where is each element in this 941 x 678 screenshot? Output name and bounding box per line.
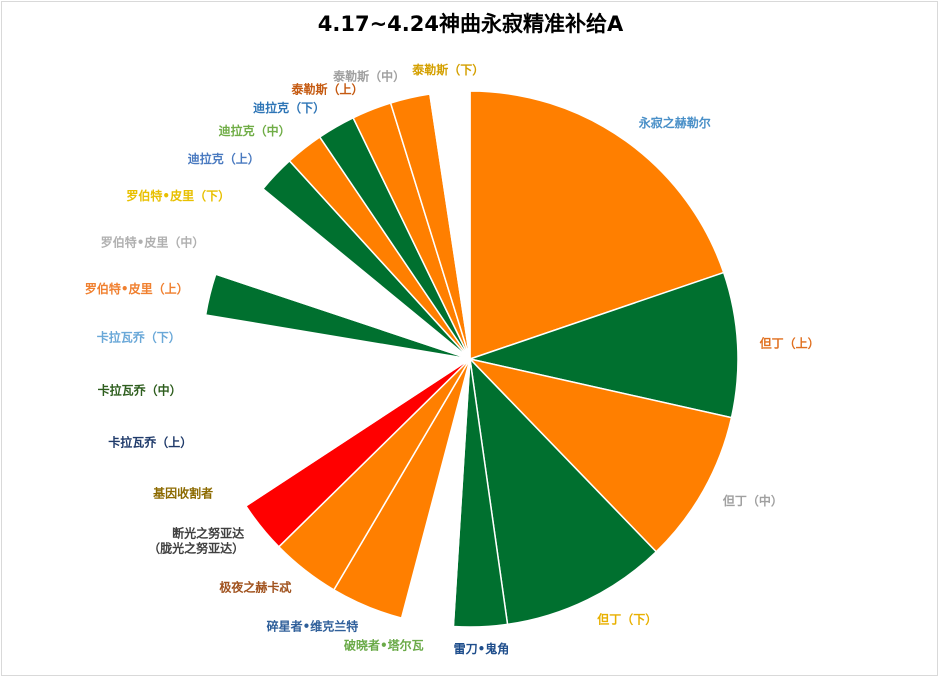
pie-slice-label: 碎星者•维克兰特 [267, 619, 359, 634]
pie-slice [468, 356, 658, 626]
pie-slice-label: 永寂之赫勒尔 [638, 115, 711, 130]
pie-slice-label: 罗伯特•皮里（下） [126, 188, 230, 203]
pie-slice [469, 90, 725, 361]
pie-slice-label: 泰勒斯（下） [411, 62, 484, 77]
pie-slice-label: 卡拉瓦乔（上） [108, 435, 192, 450]
pie-slice-label: 迪拉克（中） [219, 123, 291, 138]
pie-slice-label: 但丁（下） [596, 612, 657, 627]
pie-slice-label: 迪拉克（上） [188, 151, 260, 166]
pie-slice-label: 极夜之赫卡忒 [219, 580, 291, 595]
pie-slice-label: 罗伯特•皮里（中） [101, 235, 205, 250]
pie-slice-label: 泰勒斯（上） [290, 81, 363, 96]
chart-title: 4.17~4.24神曲永寂精准补给A [317, 12, 624, 36]
pie-slice-label: 基因收割者 [152, 486, 213, 501]
pie-slice-label: 断光之努亚达（胧光之努亚达） [148, 526, 244, 556]
pie-slice-label: 卡拉瓦乔（中） [98, 383, 182, 398]
pie-slice-label: 但丁（中） [722, 493, 783, 508]
pie-slice [428, 90, 471, 360]
pie-slices [201, 90, 739, 628]
pie-slice-label: 雷刀•鬼角 [454, 641, 510, 656]
pie-slice [467, 271, 739, 419]
pie-slice-label: 罗伯特•皮里（上） [85, 281, 189, 296]
pie-slice-label: 泰勒斯（中） [332, 68, 405, 83]
pie-slice-label: 迪拉克（下） [253, 100, 325, 115]
pie-slice-label: 破晓者•塔尔瓦 [344, 637, 424, 652]
pie-slice-label: 卡拉瓦乔（下） [97, 330, 181, 345]
pie-slice-label: 但丁（上） [759, 335, 820, 350]
pie-slice [467, 357, 733, 553]
